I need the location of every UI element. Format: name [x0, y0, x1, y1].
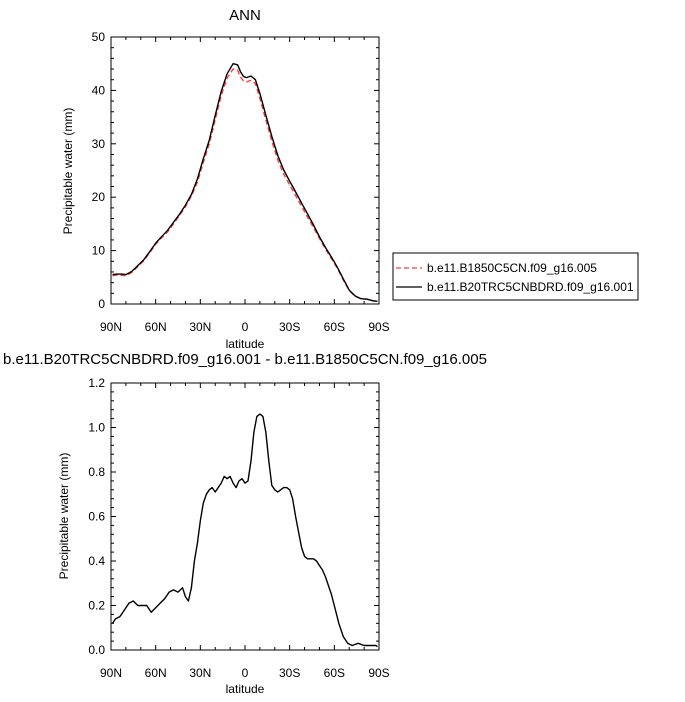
- bottom-ytick-label: 0.0: [88, 643, 105, 657]
- top-series-line-1: [112, 63, 378, 302]
- top-chart-xlabel: latitude: [226, 337, 265, 351]
- top-xtick-label: 90N: [100, 320, 122, 334]
- bottom-xtick-label: 60N: [145, 666, 167, 680]
- top-series-line-0: [112, 68, 378, 302]
- bottom-chart-series: [111, 413, 378, 648]
- bottom-ytick-label: 0.6: [88, 510, 105, 524]
- bottom-plot-frame: [110, 382, 380, 651]
- top-ytick-label: 10: [92, 244, 106, 258]
- bottom-ytick-label: 0.2: [88, 599, 105, 613]
- bottom-xtick-label: 30S: [279, 666, 300, 680]
- top-chart-x-tick-labels: 90N 60N 30N 0 30S 60S 90S: [100, 320, 390, 334]
- top-ytick-label: 0: [98, 297, 105, 311]
- bottom-chart-x-tick-labels: 90N 60N 30N 0 30S 60S 90S: [100, 666, 390, 680]
- top-xtick-label: 60N: [145, 320, 167, 334]
- bottom-xtick-label: 30N: [189, 666, 211, 680]
- bottom-chart-panel: b.e11.B20TRC5CNBDRD.f09_g16.001 - b.e11.…: [3, 351, 487, 696]
- bottom-ytick-label: 0.8: [88, 465, 105, 479]
- bottom-xtick-label: 90N: [100, 666, 122, 680]
- legend: b.e11.B1850C5CN.f09_g16.005 b.e11.B20TRC…: [392, 252, 639, 301]
- bottom-chart-y-tick-labels: 0.0 0.2 0.4 0.6 0.8 1.0 1.2: [88, 376, 105, 657]
- top-chart-y-tick-labels: 0 10 20 30 40 50: [92, 30, 106, 311]
- bottom-ytick-label: 1.0: [88, 421, 105, 435]
- bottom-ytick-label: 1.2: [88, 376, 105, 390]
- top-xtick-label: 90S: [368, 320, 389, 334]
- bottom-ytick-label: 0.4: [88, 554, 105, 568]
- bottom-chart-title: b.e11.B20TRC5CNBDRD.f09_g16.001 - b.e11.…: [3, 351, 487, 368]
- top-chart-ylabel: Precipitable water (mm): [61, 108, 75, 235]
- legend-label-b20tr: b.e11.B20TRC5CNBDRD.f09_g16.001: [427, 280, 634, 294]
- legend-box: [392, 252, 639, 301]
- bottom-chart-ylabel: Precipitable water (mm): [57, 453, 71, 580]
- bottom-chart-ticks: [110, 382, 380, 651]
- bottom-xtick-label: 0: [242, 666, 249, 680]
- top-ytick-label: 40: [92, 83, 106, 97]
- bottom-series-line-0: [111, 413, 378, 648]
- top-chart-panel: ANN 0 10 20 30 40 50 90N 60N 30N 0 30S 60S 90S lati…: [61, 7, 639, 351]
- top-ytick-label: 50: [92, 30, 106, 44]
- legend-label-b1850: b.e11.B1850C5CN.f09_g16.005: [427, 261, 597, 275]
- top-ytick-label: 30: [92, 137, 106, 151]
- top-xtick-label: 30S: [279, 320, 300, 334]
- top-chart-title: ANN: [229, 7, 261, 24]
- top-xtick-label: 60S: [324, 320, 345, 334]
- top-chart-series: [112, 63, 378, 302]
- bottom-xtick-label: 90S: [368, 666, 389, 680]
- top-chart-ticks: [110, 36, 380, 305]
- bottom-chart-xlabel: latitude: [226, 682, 265, 696]
- top-ytick-label: 20: [92, 190, 106, 204]
- bottom-xtick-label: 60S: [324, 666, 345, 680]
- top-xtick-label: 0: [242, 320, 249, 334]
- top-xtick-label: 30N: [189, 320, 211, 334]
